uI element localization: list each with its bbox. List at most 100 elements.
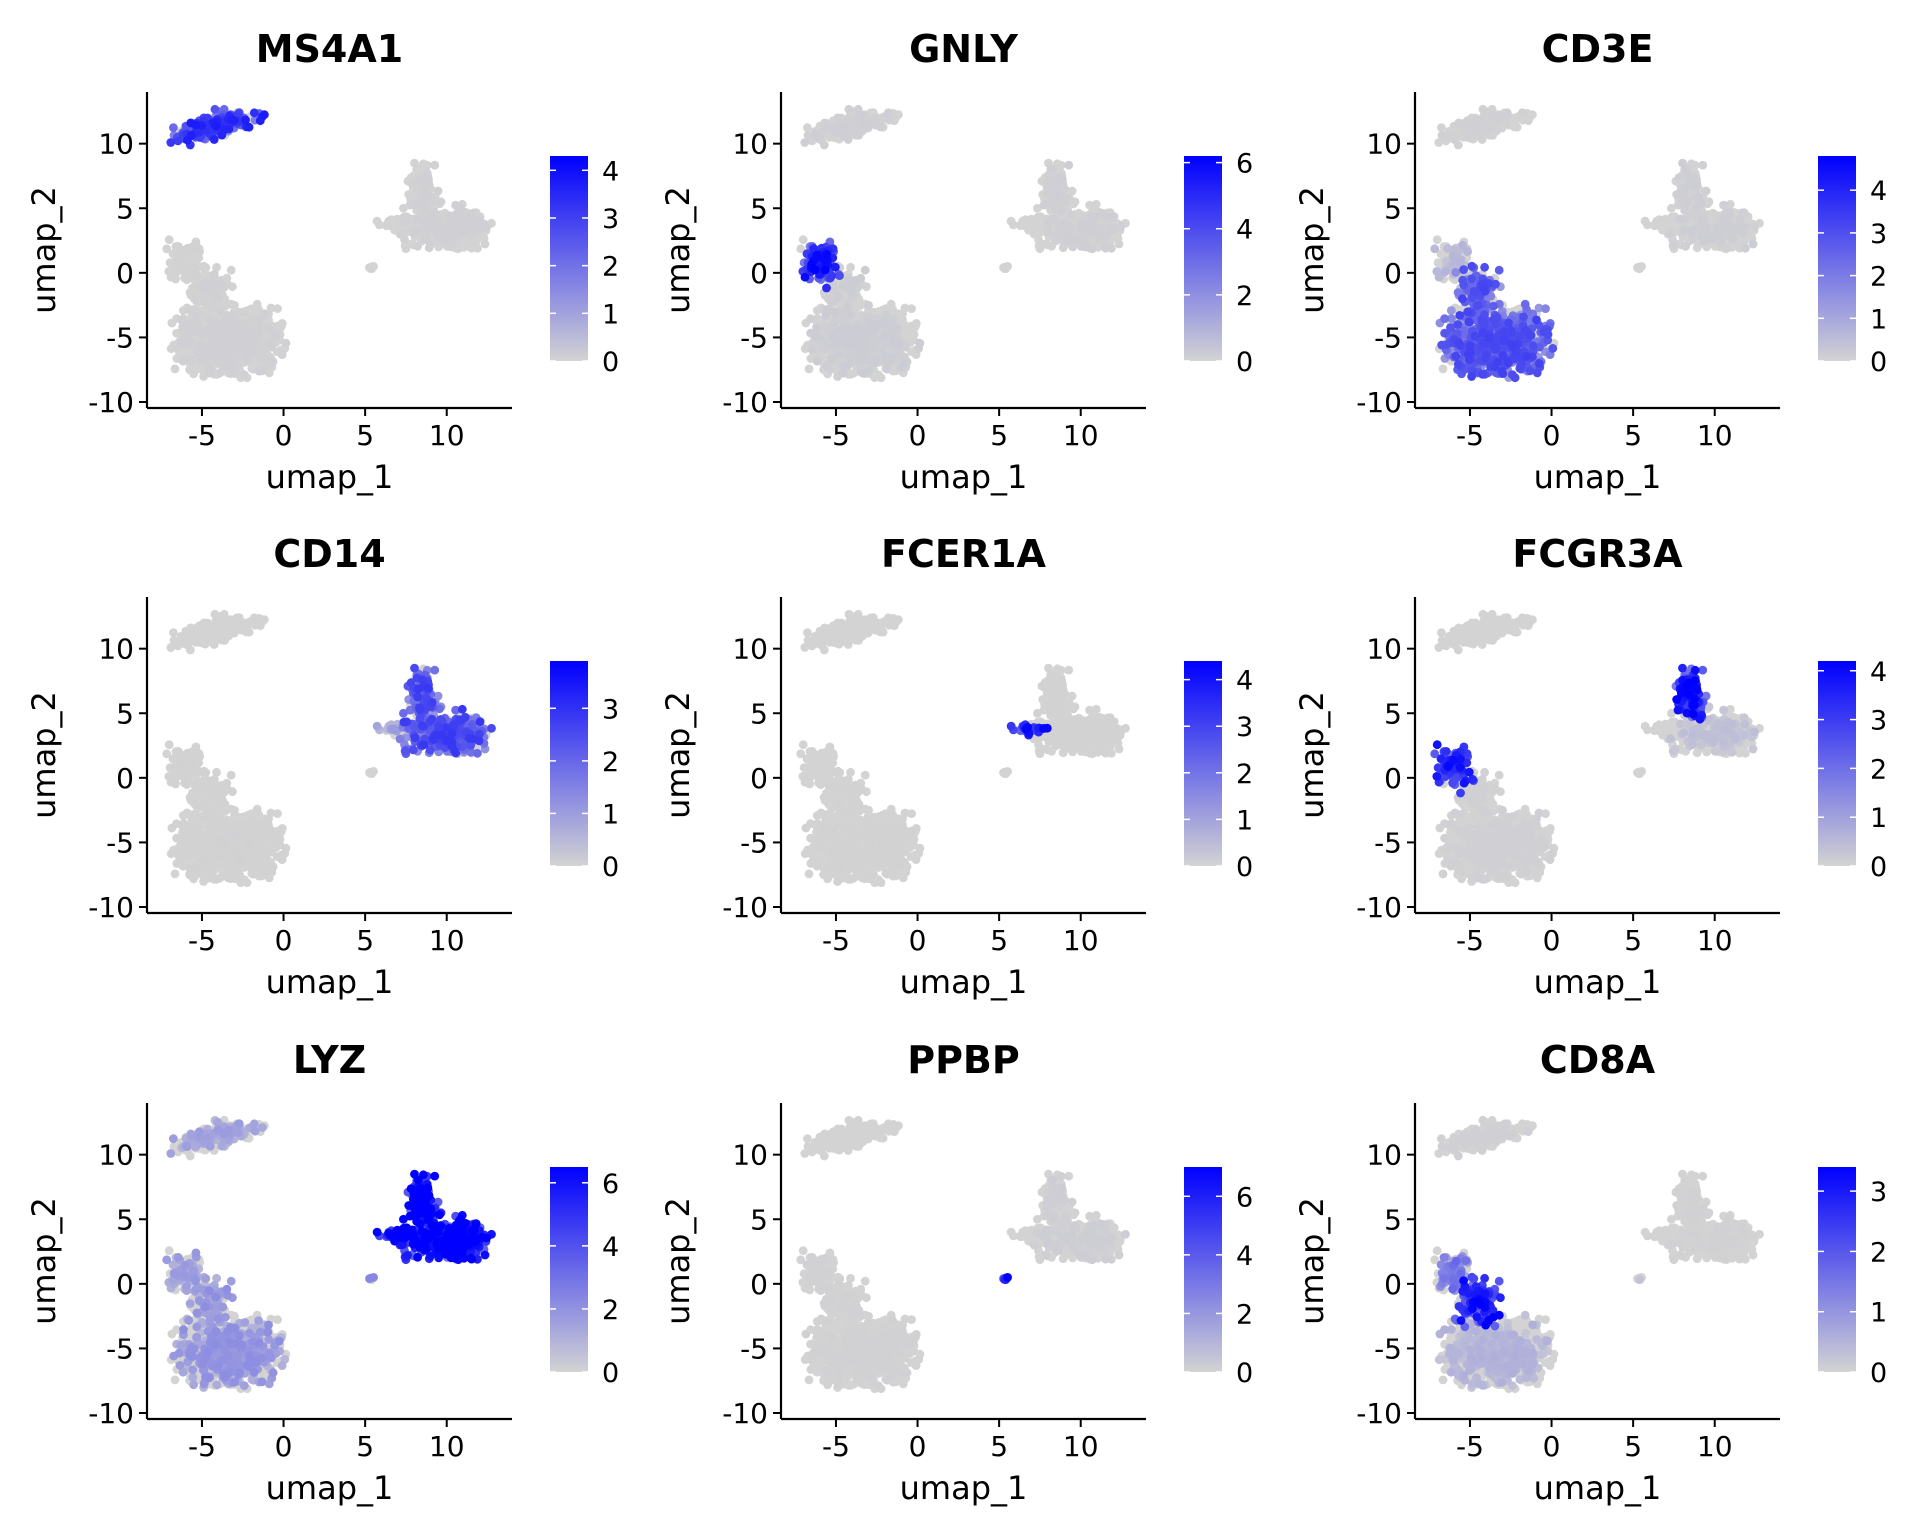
cell-point bbox=[425, 181, 434, 190]
y-tick-label: -5 bbox=[106, 321, 134, 354]
cell-point bbox=[412, 198, 421, 207]
cell-point bbox=[278, 350, 287, 359]
cell-point bbox=[260, 110, 269, 119]
cell-point bbox=[183, 263, 192, 272]
cell-point bbox=[210, 270, 219, 279]
cell-point bbox=[210, 135, 219, 144]
cell-point bbox=[805, 365, 814, 374]
cell-point bbox=[907, 322, 916, 331]
points bbox=[796, 105, 1130, 382]
x-tick-label: 5 bbox=[356, 419, 374, 452]
cell-point bbox=[199, 285, 208, 294]
panel-title: GNLY bbox=[909, 27, 1018, 71]
cell-point bbox=[177, 339, 186, 348]
cell-point bbox=[413, 242, 422, 251]
cell-point bbox=[877, 373, 886, 382]
cell-point bbox=[187, 355, 196, 364]
cell-point bbox=[1029, 218, 1038, 227]
cell-point bbox=[426, 192, 435, 201]
cell-point bbox=[898, 316, 907, 325]
cell-point bbox=[246, 329, 255, 338]
cell-point bbox=[227, 266, 236, 275]
cell-point bbox=[217, 131, 226, 140]
cell-point bbox=[1037, 240, 1046, 249]
colorbar-label: 0 bbox=[602, 347, 619, 378]
cell-point bbox=[240, 370, 249, 379]
cell-point bbox=[171, 365, 180, 374]
cell-point bbox=[184, 305, 193, 314]
cell-point bbox=[440, 227, 449, 236]
cell-point bbox=[430, 216, 439, 225]
colorbar bbox=[550, 156, 588, 361]
y-axis-label: umap_2 bbox=[25, 186, 63, 314]
x-axis-label: umap_1 bbox=[266, 458, 394, 496]
cell-point bbox=[165, 235, 174, 244]
cell-point bbox=[195, 244, 204, 253]
cell-point bbox=[226, 312, 235, 321]
cell-point bbox=[434, 187, 443, 196]
cell-point bbox=[481, 240, 490, 249]
cell-point bbox=[241, 116, 250, 125]
cell-point bbox=[192, 121, 201, 130]
cell-point bbox=[258, 346, 267, 355]
cell-point bbox=[365, 263, 374, 272]
cell-point bbox=[179, 357, 188, 366]
cell-point bbox=[166, 138, 175, 147]
cell-point bbox=[212, 292, 221, 301]
cell-point bbox=[225, 124, 234, 133]
panel-ms4a1: MS4A1-5 0 5 10-10-50510umap_1umap_201234 bbox=[25, 27, 619, 496]
cell-point bbox=[269, 357, 278, 366]
x-tick-label: -5 bbox=[188, 419, 216, 452]
cell-point bbox=[846, 263, 855, 272]
cell-point bbox=[169, 123, 178, 132]
cell-point bbox=[190, 294, 199, 303]
cell-point bbox=[201, 263, 210, 272]
cell-point bbox=[192, 271, 201, 280]
cell-point bbox=[1092, 200, 1101, 209]
x-tick-label: 0 bbox=[275, 419, 293, 452]
cell-point bbox=[456, 204, 465, 213]
y-tick-label: 0 bbox=[116, 257, 134, 290]
cell-point bbox=[423, 172, 432, 181]
cell-point bbox=[219, 334, 228, 343]
cell-point bbox=[874, 307, 883, 316]
cell-point bbox=[228, 115, 237, 124]
cell-point bbox=[239, 321, 248, 330]
cell-point bbox=[216, 307, 225, 316]
cell-point bbox=[208, 334, 217, 343]
y-tick-label: 5 bbox=[116, 192, 134, 225]
cell-point bbox=[215, 357, 224, 366]
cell-point bbox=[430, 161, 439, 170]
cell-point bbox=[191, 312, 200, 321]
cell-point bbox=[846, 370, 855, 379]
cell-point bbox=[187, 131, 196, 140]
cell-point bbox=[445, 211, 454, 220]
cell-point bbox=[467, 243, 476, 252]
panel-title: MS4A1 bbox=[256, 27, 403, 71]
cell-point bbox=[375, 221, 384, 230]
cell-point bbox=[907, 304, 916, 313]
cell-point bbox=[192, 323, 201, 332]
cell-point bbox=[255, 367, 264, 376]
colorbar-label: 1 bbox=[602, 299, 619, 330]
x-tick-label: 10 bbox=[429, 419, 465, 452]
cell-point bbox=[813, 306, 822, 315]
cell-point bbox=[1009, 221, 1018, 230]
cell-point bbox=[193, 365, 202, 374]
cell-point bbox=[282, 339, 291, 348]
cell-point bbox=[172, 242, 181, 251]
cell-point bbox=[264, 324, 273, 333]
y-tick-label: -10 bbox=[88, 386, 134, 419]
feature-plot-figure: MS4A1-5 0 5 10-10-50510umap_1umap_201234GNL… bbox=[0, 0, 1920, 1536]
cell-point bbox=[437, 197, 446, 206]
cell-point bbox=[453, 212, 462, 221]
cell-point bbox=[429, 224, 438, 233]
cell-point bbox=[267, 342, 276, 351]
cell-point bbox=[420, 204, 429, 213]
cell-point bbox=[228, 362, 237, 371]
cell-point bbox=[175, 251, 184, 260]
cell-point bbox=[412, 226, 421, 235]
cell-point bbox=[201, 343, 210, 352]
cell-point bbox=[420, 217, 429, 226]
